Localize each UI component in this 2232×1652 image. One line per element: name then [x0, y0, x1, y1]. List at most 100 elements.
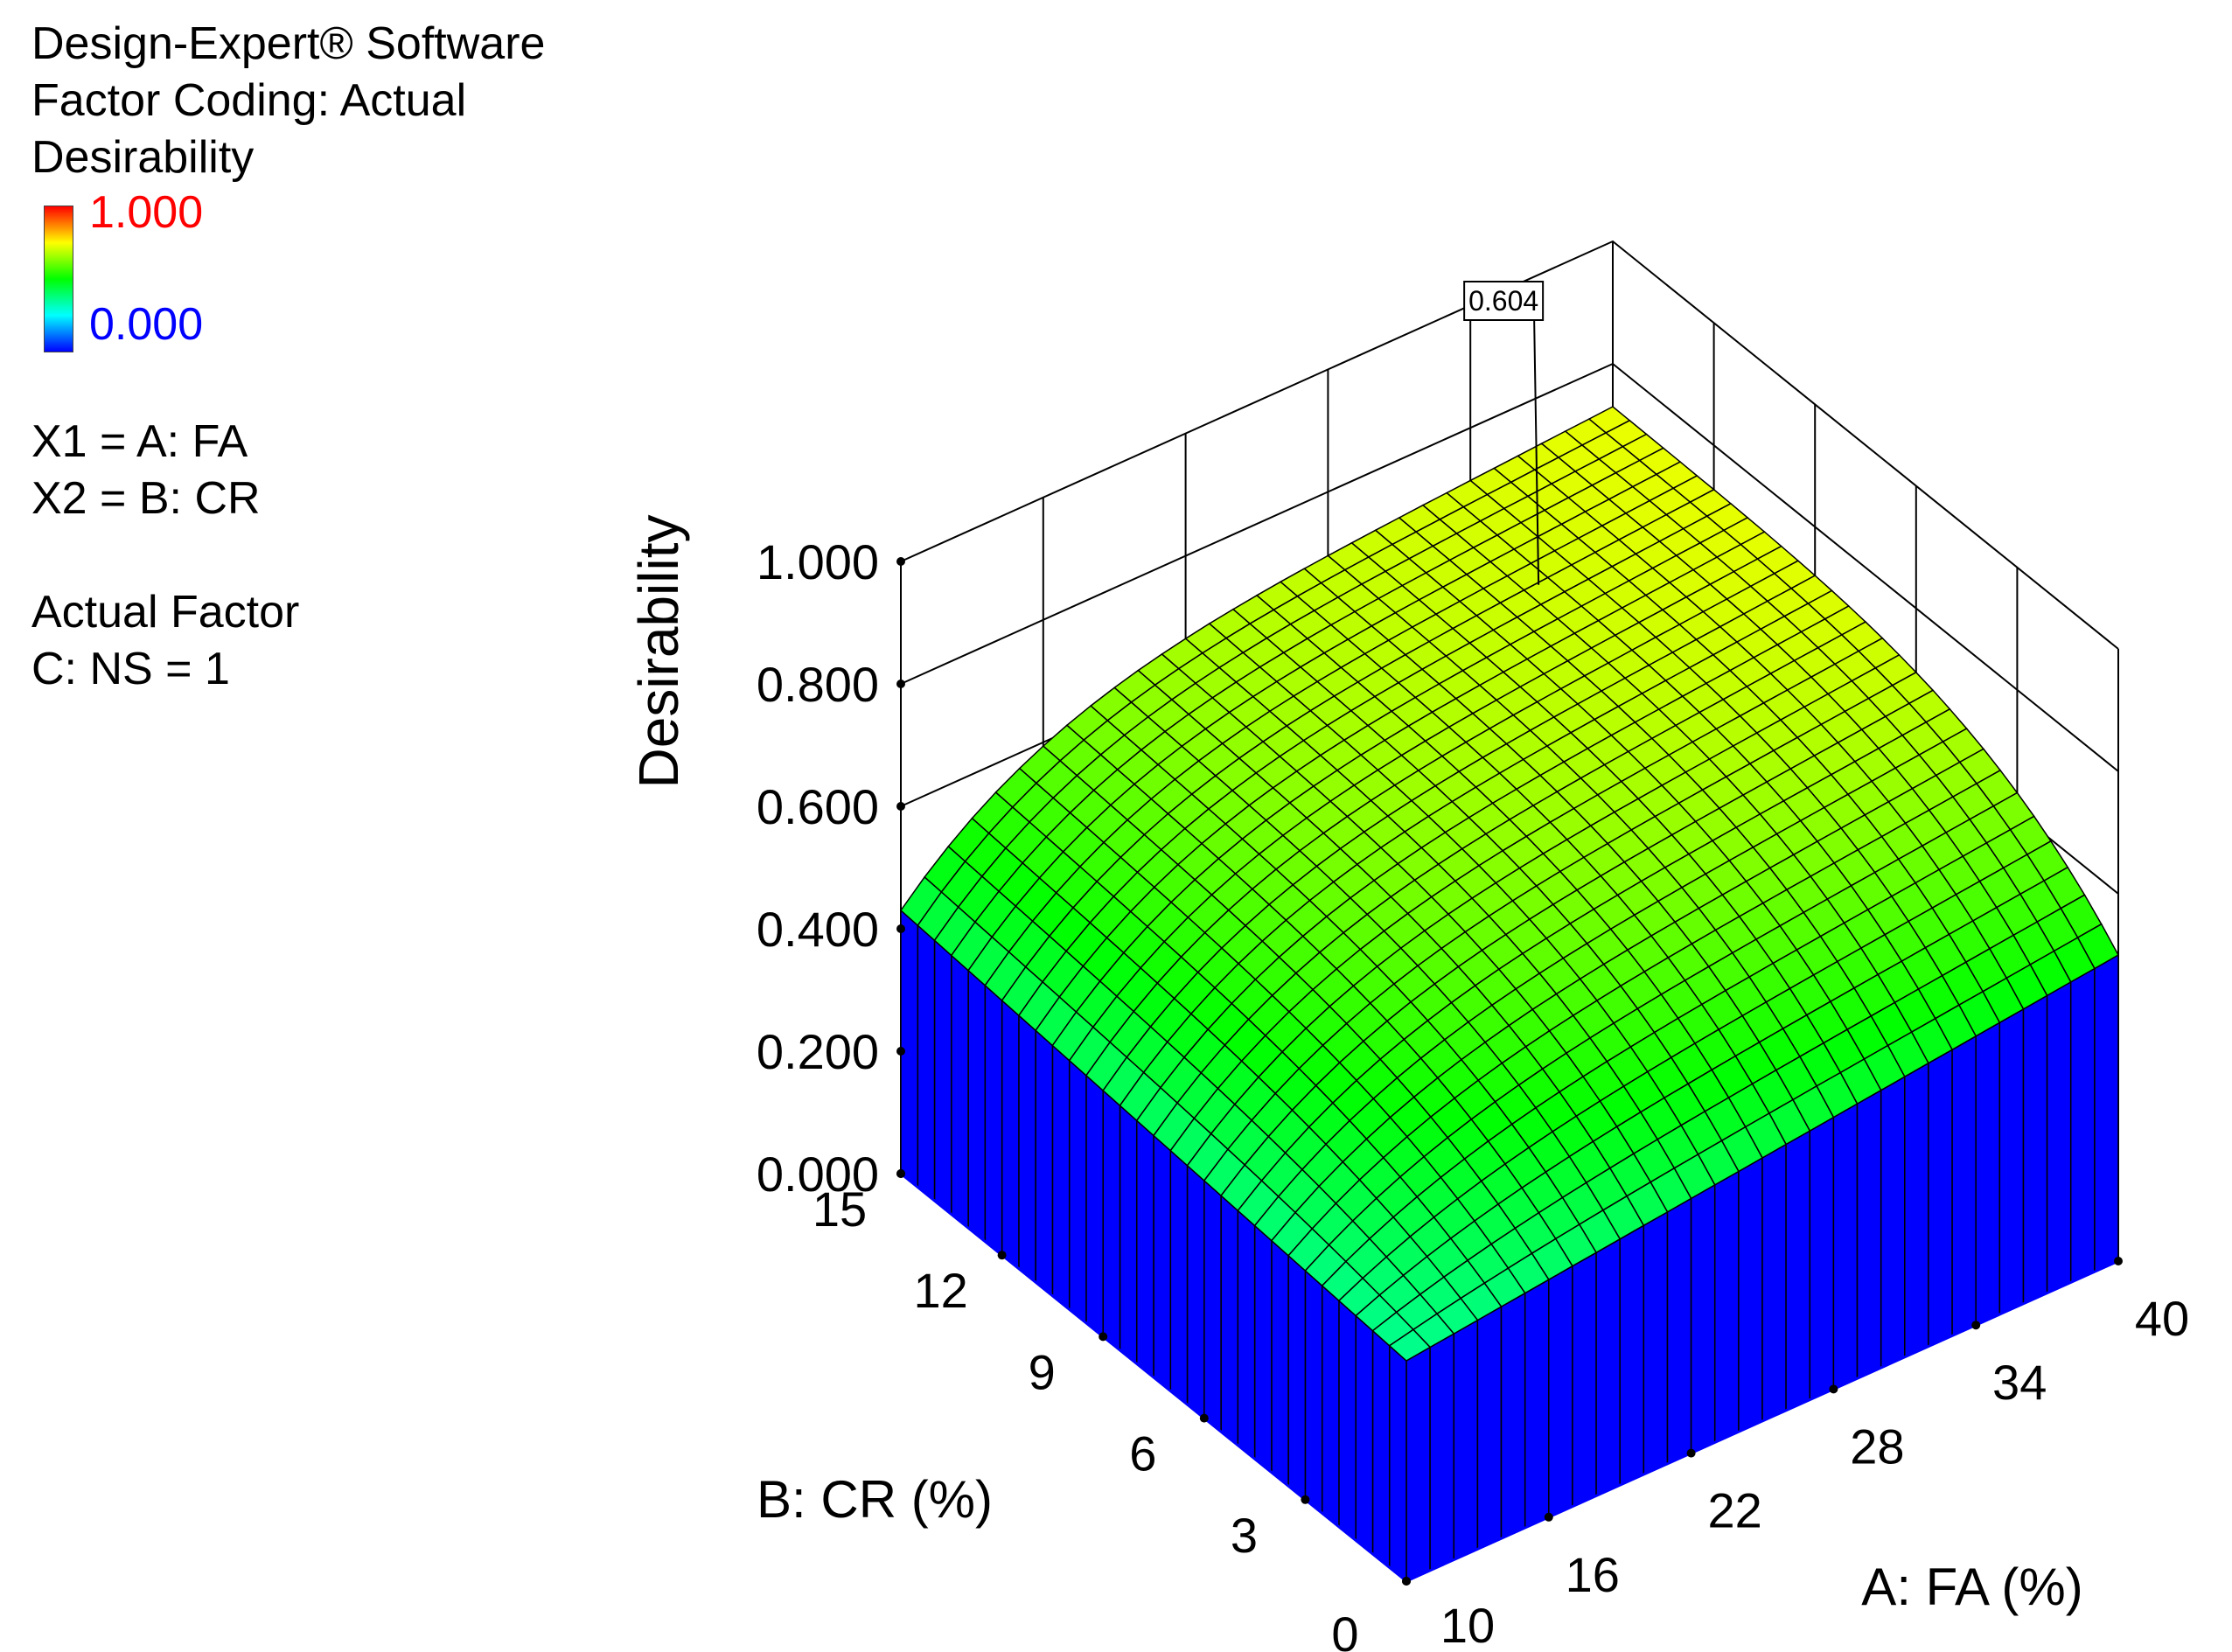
- wall-facet: [1453, 1319, 1479, 1561]
- wall-facet: [1220, 1194, 1239, 1447]
- wall-facet: [1153, 1133, 1172, 1393]
- response-name: Desirability: [31, 132, 255, 183]
- wall-facet: [1371, 1329, 1391, 1570]
- x-tick-mark: [1971, 1321, 1981, 1330]
- wall-facet: [1524, 1278, 1550, 1530]
- x-tick-label: 16: [1566, 1547, 1620, 1602]
- z-tick-label: 0.400: [757, 902, 879, 957]
- wall-facet: [1169, 1149, 1189, 1406]
- software-name: Design-Expert® Software: [31, 18, 546, 69]
- z-tick-mark: [896, 802, 905, 811]
- z-axis-label: Desirability: [627, 515, 690, 789]
- wall-facet: [1761, 1143, 1787, 1423]
- y-tick-label: 9: [1029, 1344, 1056, 1399]
- wall-facet: [2022, 994, 2048, 1305]
- x-tick-mark: [1544, 1512, 1553, 1522]
- wall-facet: [1321, 1284, 1340, 1529]
- actual-factor-value: C: NS = 1: [31, 644, 230, 694]
- wall-facet: [951, 953, 969, 1230]
- y-tick-label: 15: [813, 1181, 867, 1237]
- z-tick-label: 0.000: [757, 1147, 879, 1202]
- wall-facet: [1785, 1129, 1811, 1412]
- y-tick-mark: [1099, 1332, 1108, 1342]
- factor-coding: Factor Coding: Actual: [31, 75, 467, 126]
- y-axis-label: B: CR (%): [757, 1470, 993, 1529]
- wall-facet: [1203, 1179, 1222, 1433]
- axis-line: [900, 1172, 1407, 1583]
- wall-facet: [1102, 1089, 1121, 1352]
- color-scale-gradient: [44, 206, 73, 352]
- wall-facet: [1880, 1075, 1906, 1370]
- wall-facet: [1548, 1265, 1573, 1518]
- axis-line: [1405, 1259, 2119, 1583]
- z-tick-mark: [896, 680, 905, 688]
- wall-facet: [1068, 1059, 1087, 1325]
- z-tick-mark: [896, 557, 905, 566]
- surface-facet: [1388, 1328, 1432, 1362]
- wall-facet: [1186, 1164, 1205, 1420]
- wall-facet: [2046, 980, 2072, 1294]
- wall-facet: [1287, 1254, 1307, 1502]
- annotation-leader: [1533, 319, 1540, 585]
- wall-facet: [967, 969, 987, 1244]
- x-axis-label: A: FA (%): [1861, 1558, 2082, 1616]
- wall-facet: [1595, 1237, 1621, 1497]
- y-tick-label: 6: [1129, 1426, 1156, 1481]
- wall-facet: [1713, 1170, 1740, 1444]
- wall-facet: [1237, 1209, 1256, 1460]
- wall-facet: [1832, 1102, 1859, 1391]
- wall-facet: [1975, 1021, 2001, 1327]
- wall-facet: [2069, 967, 2096, 1284]
- wall-facet: [1928, 1049, 1953, 1348]
- factor-x2: X2 = B: CR: [31, 473, 261, 524]
- z-tick-label: 1.000: [757, 534, 879, 589]
- annotation-label: 0.604: [1468, 285, 1538, 317]
- z-tick-mark: [896, 1047, 905, 1056]
- chart-legend: Design-Expert® Software Factor Coding: A…: [31, 16, 696, 698]
- z-tick-label: 0.600: [757, 779, 879, 834]
- axis-ticks: 10 16 22 28 34 40 0 3 6 9 12 150.000 0.200 0.400 0.600…: [757, 534, 2189, 1652]
- x-tick-mark: [2114, 1257, 2123, 1265]
- y-tick-label: 3: [1231, 1508, 1258, 1563]
- x-tick-mark: [1686, 1448, 1696, 1458]
- wall-facet: [1809, 1116, 1835, 1401]
- wall-facet: [1738, 1156, 1763, 1433]
- color-scale: 1.000 0.000: [31, 186, 696, 357]
- x-tick-label: 28: [1850, 1418, 1904, 1474]
- wall-facet: [1304, 1269, 1323, 1515]
- wall-facet: [1666, 1197, 1692, 1465]
- wall-facet: [1500, 1292, 1526, 1540]
- wall-facet: [1388, 1344, 1407, 1583]
- wall-facet: [933, 938, 952, 1216]
- wall-facet: [1018, 1014, 1036, 1284]
- z-tick-label: 0.200: [757, 1024, 879, 1079]
- y-tick-mark: [1301, 1495, 1310, 1504]
- wall-facet: [1998, 1007, 2025, 1316]
- x-tick-label: 22: [1707, 1483, 1761, 1538]
- wall-facet: [1085, 1074, 1104, 1338]
- y-tick-mark: [1402, 1577, 1411, 1586]
- wall-facet: [1253, 1223, 1273, 1474]
- peak-annotation: 0.604: [1463, 281, 1545, 585]
- wall-facet: [1856, 1089, 1882, 1380]
- z-tick-mark: [896, 924, 905, 933]
- wall-facet: [1035, 1028, 1054, 1298]
- actual-factor-title: Actual Factor: [31, 587, 300, 638]
- wall-facet: [1135, 1119, 1154, 1379]
- grid-line: [900, 362, 2119, 772]
- wall-facet: [984, 984, 1003, 1257]
- wall-facet: [917, 924, 936, 1202]
- wall-facet: [1572, 1251, 1597, 1508]
- color-scale-max-label: 1.000: [89, 187, 204, 238]
- z-tick-mark: [896, 1169, 905, 1178]
- y-tick-mark: [997, 1251, 1007, 1260]
- wall-facet: [1001, 999, 1020, 1271]
- wall-facet: [1338, 1299, 1357, 1542]
- wall-facet: [1271, 1239, 1289, 1488]
- grid-line: [900, 240, 2119, 650]
- x-tick-label: 10: [1440, 1598, 1495, 1652]
- wall-facet: [1904, 1062, 1929, 1358]
- wall-facet: [1405, 1346, 1431, 1583]
- y-tick-label: 0: [1331, 1607, 1358, 1652]
